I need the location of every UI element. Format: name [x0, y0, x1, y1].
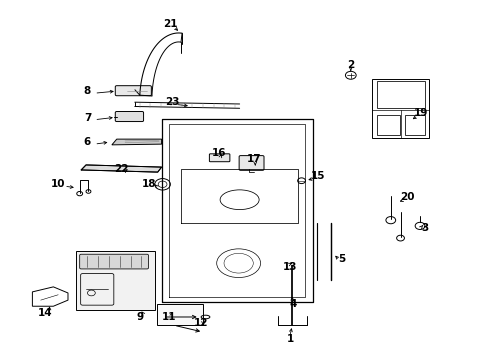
Text: 17: 17	[246, 154, 261, 164]
Text: 18: 18	[142, 179, 156, 189]
Text: 1: 1	[286, 333, 294, 343]
Text: 4: 4	[289, 299, 296, 309]
FancyBboxPatch shape	[76, 251, 155, 310]
Text: 5: 5	[338, 254, 345, 264]
FancyBboxPatch shape	[80, 254, 148, 269]
Text: 6: 6	[84, 138, 91, 147]
Text: 10: 10	[51, 179, 65, 189]
Text: 23: 23	[165, 97, 179, 107]
Text: 7: 7	[83, 113, 91, 123]
Text: 19: 19	[413, 108, 427, 118]
FancyBboxPatch shape	[115, 112, 143, 122]
Polygon shape	[81, 165, 161, 172]
FancyBboxPatch shape	[157, 305, 203, 325]
FancyBboxPatch shape	[115, 86, 151, 96]
Text: 15: 15	[310, 171, 324, 181]
Text: 16: 16	[211, 148, 226, 158]
Text: 21: 21	[163, 19, 177, 29]
Text: 12: 12	[193, 319, 207, 328]
Text: 2: 2	[346, 60, 354, 70]
FancyBboxPatch shape	[239, 156, 264, 170]
Text: 11: 11	[162, 312, 176, 322]
Text: 20: 20	[400, 192, 414, 202]
Text: 3: 3	[421, 224, 427, 233]
Text: 13: 13	[282, 262, 297, 272]
Text: 8: 8	[84, 86, 91, 96]
FancyBboxPatch shape	[209, 154, 229, 162]
Polygon shape	[112, 139, 161, 145]
Text: 22: 22	[114, 164, 129, 174]
Text: 14: 14	[38, 309, 53, 318]
Text: 9: 9	[136, 312, 143, 322]
